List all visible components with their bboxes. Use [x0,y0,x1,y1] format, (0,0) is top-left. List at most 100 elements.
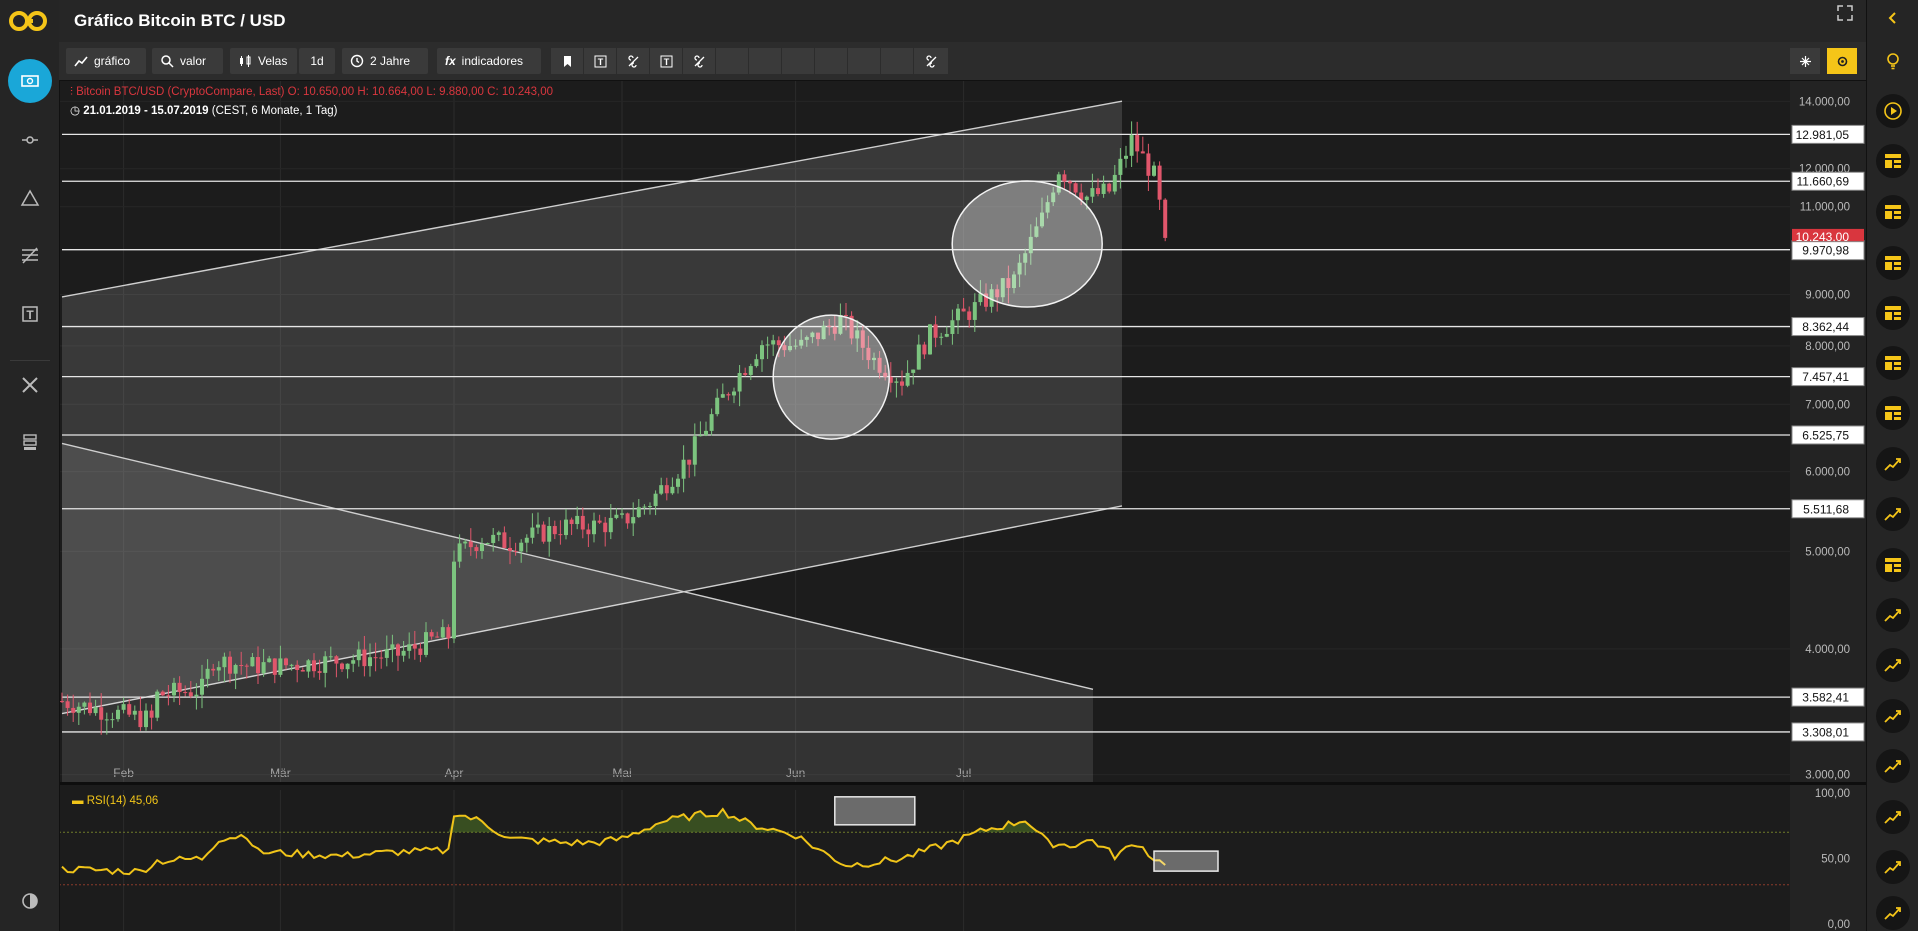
empty-slot[interactable] [716,48,749,74]
lightbulb-icon[interactable] [1876,44,1910,78]
candle-body [132,710,137,715]
slider-icon[interactable] [0,118,59,162]
candle-body [1146,153,1151,176]
candle-body [608,517,613,533]
title-bar: Gráfico Bitcoin BTC / USD [59,0,1866,42]
cash-icon[interactable] [8,59,52,103]
layers-icon[interactable] [0,420,59,464]
candle-body [289,664,294,666]
low-value: L: 9.880,00 [426,86,484,98]
candle-body [586,529,591,535]
fullscreen-icon[interactable] [1836,4,1854,22]
candle-body [597,520,602,523]
candle-body [642,506,647,508]
trend-icon[interactable] [1876,447,1910,481]
range-button[interactable]: 2 Jahre [342,48,428,74]
collapse-arrow-icon[interactable] [1876,6,1910,30]
candles-label: Velas [258,54,288,68]
empty-slot[interactable] [881,48,914,74]
trend-icon[interactable] [1876,896,1910,930]
text-tool-icon[interactable]: T [584,48,617,74]
contrast-icon[interactable] [0,879,59,923]
rsi-tick-label: 100,00 [1815,788,1850,800]
interval-button[interactable]: 1d [299,48,335,74]
candle-body [944,333,949,337]
candle-body [82,702,87,707]
candle-body [144,710,148,728]
text-icon[interactable]: T [0,292,59,336]
candle-body [810,332,815,338]
rsi-highlight-box [1153,850,1219,872]
candle-body [300,670,305,672]
candle-body [452,561,456,639]
link-icon[interactable] [914,48,949,74]
y-tick-label: 14.000,00 [1799,96,1850,108]
candle-body [1096,188,1100,194]
candle-body [793,345,798,347]
news-icon[interactable] [1876,396,1910,430]
news-icon[interactable] [1876,296,1910,330]
trend-icon[interactable] [1876,497,1910,531]
candle-body [99,707,104,720]
candle-body [620,513,624,515]
news-icon[interactable] [1876,144,1910,178]
tools-icon[interactable] [0,363,59,407]
candle-body [1023,253,1028,263]
logo-icon[interactable] [8,8,48,34]
candle-body [328,656,333,658]
candles-button[interactable]: Velas [230,48,297,74]
trend-icon[interactable] [1876,749,1910,783]
trend-icon[interactable] [1876,699,1910,733]
trend-icon[interactable] [1876,598,1910,632]
link-icon[interactable] [683,48,716,74]
candle-body [233,665,238,674]
sparkle-icon[interactable] [1790,48,1821,74]
settings-icon[interactable] [1827,48,1858,74]
link-icon[interactable] [617,48,650,74]
clock-icon [350,54,364,68]
candle-body [804,337,809,340]
right-sidebar [1866,0,1918,931]
candle-body [267,658,272,663]
candle-body [603,522,608,533]
news-icon[interactable] [1876,195,1910,229]
text-tool-icon[interactable]: T [650,48,683,74]
candle-body [771,340,776,345]
candle-body [284,658,288,666]
trend-icon[interactable] [1876,648,1910,682]
candle-body [676,478,680,487]
candle-body [278,658,283,675]
news-icon[interactable] [1876,246,1910,280]
candle-body [356,649,361,661]
candle-body [312,660,316,672]
candle-body [916,344,921,370]
triangle-icon[interactable] [0,176,59,220]
drawing-tools-icon[interactable] [0,233,59,277]
candle-body [536,524,540,528]
candle-body [194,694,199,697]
value-search-button[interactable]: valor [152,48,223,74]
trend-icon[interactable] [1876,800,1910,834]
candle-body [384,649,389,658]
play-icon[interactable] [1876,94,1910,128]
trend-icon[interactable] [1876,850,1910,884]
empty-slot[interactable] [749,48,782,74]
candle-body [1112,174,1117,192]
news-icon[interactable] [1876,548,1910,582]
empty-slot[interactable] [848,48,881,74]
news-icon[interactable] [1876,346,1910,380]
chart-type-button[interactable]: gráfico [66,48,146,74]
empty-slot[interactable] [782,48,815,74]
rsi-swatch: ▬ [72,795,84,807]
candle-body [726,394,731,396]
empty-slot[interactable] [815,48,848,74]
indicators-button[interactable]: fx indicadores [437,48,541,74]
level-label-box [1791,171,1865,191]
level-label-box [1791,722,1865,742]
candle-body [1101,183,1106,194]
candle-body [306,660,311,672]
candles-icon: ⫶ [70,86,73,98]
y-tick-label: 3.000,00 [1805,770,1850,782]
bookmark-icon[interactable] [551,48,584,74]
